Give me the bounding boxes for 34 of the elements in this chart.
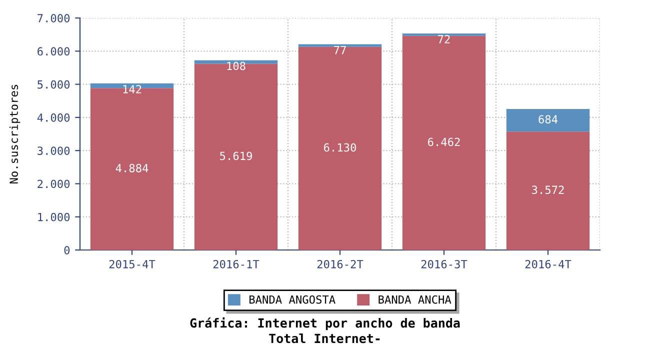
y-tick-label: 7.000 xyxy=(38,14,70,22)
data-label: 77 xyxy=(334,46,346,54)
data-label: 108 xyxy=(227,62,246,70)
y-tick-label: 3.000 xyxy=(38,146,70,155)
y-tick-label: 6.000 xyxy=(38,47,70,56)
data-label: 6.462 xyxy=(428,138,460,146)
data-label: 684 xyxy=(538,115,558,124)
y-axis-title: No.suscriptores xyxy=(9,84,20,184)
y-tick-label: 1.000 xyxy=(38,212,70,222)
y-tick-label: 2.000 xyxy=(38,180,70,188)
y-tick-label: 4.000 xyxy=(37,113,70,122)
data-label: 4.884 xyxy=(116,164,148,172)
x-tick-label: 2015-4T xyxy=(109,260,156,268)
legend-label: BANDA ANGOSTA xyxy=(250,295,336,304)
text: Gráfica: Internet por ancho de banda xyxy=(190,317,460,330)
bar xyxy=(402,33,486,36)
legend-label: BANDA ANCHA xyxy=(378,295,452,304)
bar xyxy=(402,36,486,250)
bar xyxy=(506,108,590,132)
y-tick-label: 5.000 xyxy=(38,80,70,89)
y-tick-label: 0 xyxy=(64,246,70,254)
x-tick-label: 2016-2T xyxy=(317,260,364,268)
x-tick-label: 2016-3T xyxy=(421,260,468,268)
x-tick-label: 2016-4T xyxy=(525,260,572,268)
data-label: 3.572 xyxy=(532,186,564,194)
bar xyxy=(194,64,278,250)
text: Total Internet- xyxy=(269,333,380,344)
bar xyxy=(298,46,382,250)
data-label: 72 xyxy=(438,35,450,44)
data-label: 6.130 xyxy=(324,143,356,152)
bar xyxy=(298,44,382,47)
bar xyxy=(506,132,590,250)
data-label: 5.619 xyxy=(220,152,252,160)
x-tick-label: 2016-1T xyxy=(213,260,260,268)
